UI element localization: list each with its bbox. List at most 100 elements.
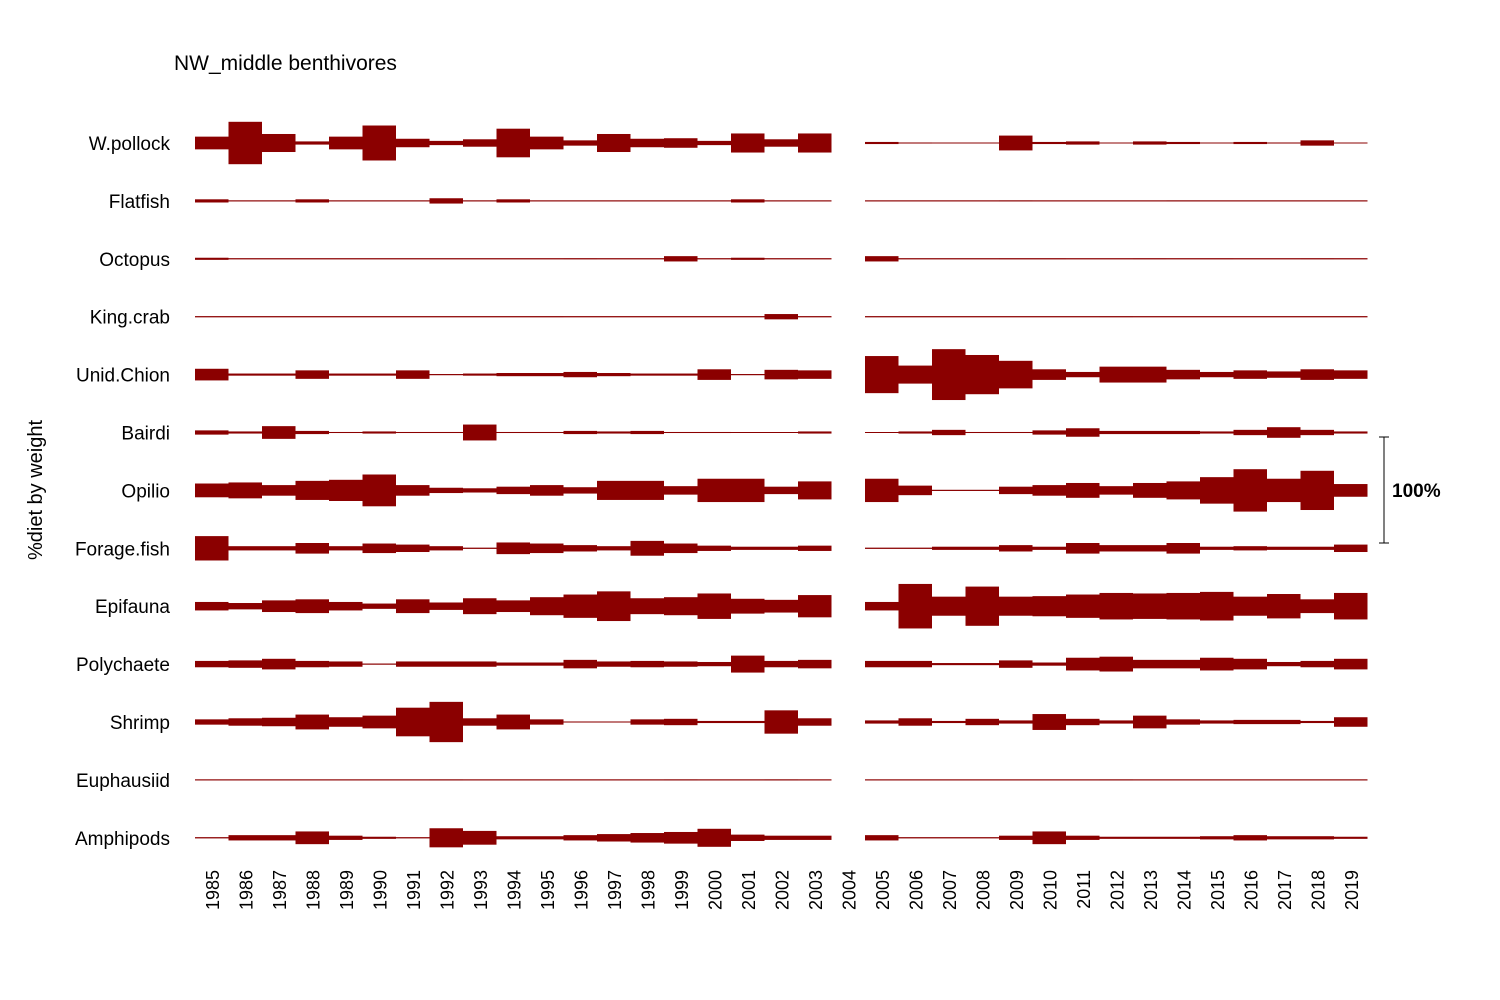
diet-bar-1988 — [295, 316, 329, 318]
diet-bar-1986 — [228, 603, 262, 610]
diet-bar-2001 — [731, 779, 765, 781]
diet-bar-2006 — [898, 779, 932, 781]
diet-bar-2018 — [1300, 200, 1334, 202]
diet-bar-1989 — [329, 601, 363, 611]
diet-bar-2018 — [1300, 140, 1334, 146]
diet-bar-1987 — [262, 835, 296, 841]
diet-bar-2008 — [965, 354, 999, 395]
diet-bar-2000 — [697, 369, 731, 380]
diet-bar-1992 — [429, 374, 463, 376]
diet-bar-1999 — [664, 597, 698, 616]
diet-bar-1991 — [396, 200, 430, 202]
diet-bar-2014 — [1166, 659, 1200, 669]
diet-bar-2013 — [1133, 593, 1167, 619]
diet-bar-1988 — [295, 543, 329, 554]
prey-row-opilio: Opilio — [121, 469, 1368, 512]
diet-bar-2000 — [697, 200, 731, 202]
diet-bar-2018 — [1300, 836, 1334, 840]
diet-bar-2006 — [898, 485, 932, 496]
diet-bar-2001 — [731, 546, 765, 550]
diet-bar-2013 — [1133, 545, 1167, 552]
diet-bar-2016 — [1233, 546, 1267, 551]
diet-bar-2015 — [1200, 431, 1234, 434]
diet-bar-1994 — [496, 258, 530, 260]
diet-bar-2009 — [999, 486, 1033, 495]
diet-bar-1995 — [530, 543, 564, 554]
diet-bar-2012 — [1099, 430, 1133, 435]
prey-row-octopus: Octopus — [99, 250, 1368, 271]
diet-bar-2019 — [1334, 717, 1368, 727]
prey-row-polychaete: Polychaete — [76, 655, 1368, 676]
diet-bar-1988 — [295, 660, 329, 668]
diet-bar-1988 — [295, 199, 329, 203]
prey-row-king-crab: King.crab — [90, 308, 1368, 329]
diet-bar-2015 — [1200, 546, 1234, 550]
diet-bar-1988 — [295, 141, 329, 145]
diet-bar-1989 — [329, 835, 363, 840]
diet-bar-2006 — [898, 718, 932, 726]
diet-bar-2008 — [965, 431, 999, 434]
prey-label: Shrimp — [110, 713, 170, 734]
diet-bar-2005 — [865, 356, 899, 394]
year-tick-label: 1988 — [303, 870, 323, 910]
year-tick-label: 2002 — [772, 870, 792, 910]
diet-bar-2015 — [1200, 591, 1234, 621]
diet-bar-1994 — [496, 199, 530, 203]
diet-bar-2017 — [1267, 546, 1301, 550]
diet-bar-2016 — [1233, 316, 1267, 318]
diet-bar-2012 — [1099, 656, 1133, 672]
diet-bar-1989 — [329, 316, 363, 318]
diet-bar-2001 — [731, 655, 765, 673]
diet-bar-1998 — [630, 316, 664, 318]
diet-bar-2019 — [1334, 592, 1368, 620]
diet-bar-1999 — [664, 316, 698, 318]
diet-bar-2019 — [1334, 431, 1368, 434]
diet-bar-1994 — [496, 779, 530, 781]
diet-bar-1992 — [429, 198, 463, 204]
diet-bar-1998 — [630, 598, 664, 615]
diet-bar-2001 — [731, 374, 765, 376]
diet-bar-1990 — [362, 373, 396, 376]
diet-bar-2003 — [798, 133, 832, 153]
diet-bar-2011 — [1066, 200, 1100, 202]
diet-bar-2002 — [764, 599, 798, 613]
diet-bar-2005 — [865, 601, 899, 611]
diet-bar-1986 — [228, 779, 262, 781]
diet-bar-2010 — [1032, 200, 1066, 202]
diet-bar-1986 — [228, 316, 262, 318]
diet-bar-2007 — [932, 546, 966, 550]
diet-bar-2012 — [1099, 142, 1133, 144]
diet-bar-1991 — [396, 370, 430, 379]
diet-bar-1993 — [463, 598, 497, 615]
diet-bar-2007 — [932, 316, 966, 318]
diet-bar-1991 — [396, 707, 430, 737]
diet-bar-2007 — [932, 258, 966, 260]
diet-bar-1989 — [329, 373, 363, 376]
diet-bar-1990 — [362, 200, 396, 202]
diet-bar-1996 — [563, 430, 597, 435]
diet-bar-2007 — [932, 200, 966, 202]
diet-bar-2000 — [697, 258, 731, 260]
prey-row-epifauna: Epifauna — [95, 583, 1368, 629]
diet-bar-2002 — [764, 835, 798, 840]
diet-bar-1996 — [563, 594, 597, 618]
diet-bar-2008 — [965, 586, 999, 626]
prey-label: Flatfish — [109, 192, 170, 213]
diet-bar-2008 — [965, 663, 999, 666]
year-tick-label: 2009 — [1007, 870, 1027, 910]
diet-bar-2018 — [1300, 369, 1334, 380]
year-tick-label: 1985 — [203, 870, 223, 910]
diet-bar-2013 — [1133, 316, 1167, 318]
diet-bar-2019 — [1334, 484, 1368, 497]
diet-bar-2008 — [965, 489, 999, 491]
diet-bar-2017 — [1267, 661, 1301, 667]
diet-bar-2017 — [1267, 142, 1301, 144]
diet-bar-2007 — [932, 663, 966, 666]
diet-bar-2014 — [1166, 200, 1200, 202]
diet-bar-1990 — [362, 431, 396, 434]
diet-bar-1999 — [664, 373, 698, 376]
diet-bar-2019 — [1334, 836, 1368, 839]
diet-bar-2014 — [1166, 316, 1200, 318]
diet-bar-2003 — [798, 481, 832, 500]
